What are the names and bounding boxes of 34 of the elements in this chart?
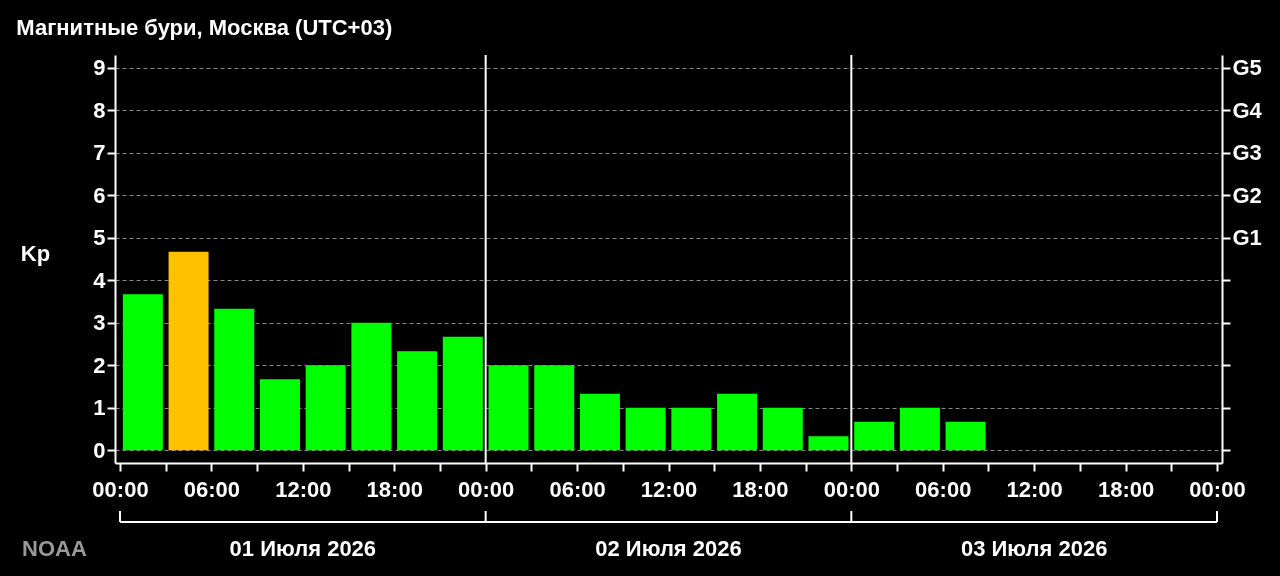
y-tick-label: 0 — [93, 437, 106, 463]
chart-title: Магнитные бури, Москва (UTC+03) — [16, 15, 393, 40]
x-tick-label: 00:00 — [1189, 476, 1246, 502]
y-tick-label: 5 — [93, 225, 106, 251]
y-tick-label: 7 — [93, 140, 106, 166]
y-tick-label: 1 — [93, 395, 106, 421]
x-tick-label: 00:00 — [458, 476, 515, 502]
x-tick-label: 18:00 — [732, 476, 789, 502]
x-tick-label: 18:00 — [366, 476, 423, 502]
y-tick-label: 9 — [93, 55, 106, 81]
x-tick-label: 12:00 — [1006, 476, 1063, 502]
x-tick-label: 12:00 — [275, 476, 332, 502]
y-axis-title: Kp — [20, 240, 51, 266]
x-tick-label: 18:00 — [1097, 476, 1155, 502]
text: 01 Июля 2026 — [229, 536, 377, 561]
y-tick-label: 8 — [93, 97, 106, 123]
x-tick-label: 06:00 — [915, 476, 972, 502]
x-tick-label: 06:00 — [183, 476, 241, 502]
category-label: G3 — [1232, 140, 1262, 166]
x-tick-label: 00:00 — [823, 476, 880, 502]
category-label: G5 — [1232, 55, 1262, 81]
x-tick-label: 06:00 — [549, 476, 606, 502]
x-tick-label: 12:00 — [640, 476, 698, 502]
category-label: G1 — [1232, 225, 1262, 251]
category-label: G4 — [1232, 97, 1262, 123]
y-tick-label: 2 — [93, 352, 106, 378]
x-tick-label: 00:00 — [92, 476, 149, 502]
y-tick-label: 6 — [93, 182, 106, 208]
text: 02 Июля 2026 — [595, 536, 742, 561]
category-label: G2 — [1232, 182, 1262, 208]
y-tick-label: 4 — [93, 267, 107, 293]
y-tick-label: 3 — [93, 310, 106, 336]
text: 03 Июля 2026 — [960, 536, 1108, 561]
text: NOAA — [22, 536, 87, 561]
